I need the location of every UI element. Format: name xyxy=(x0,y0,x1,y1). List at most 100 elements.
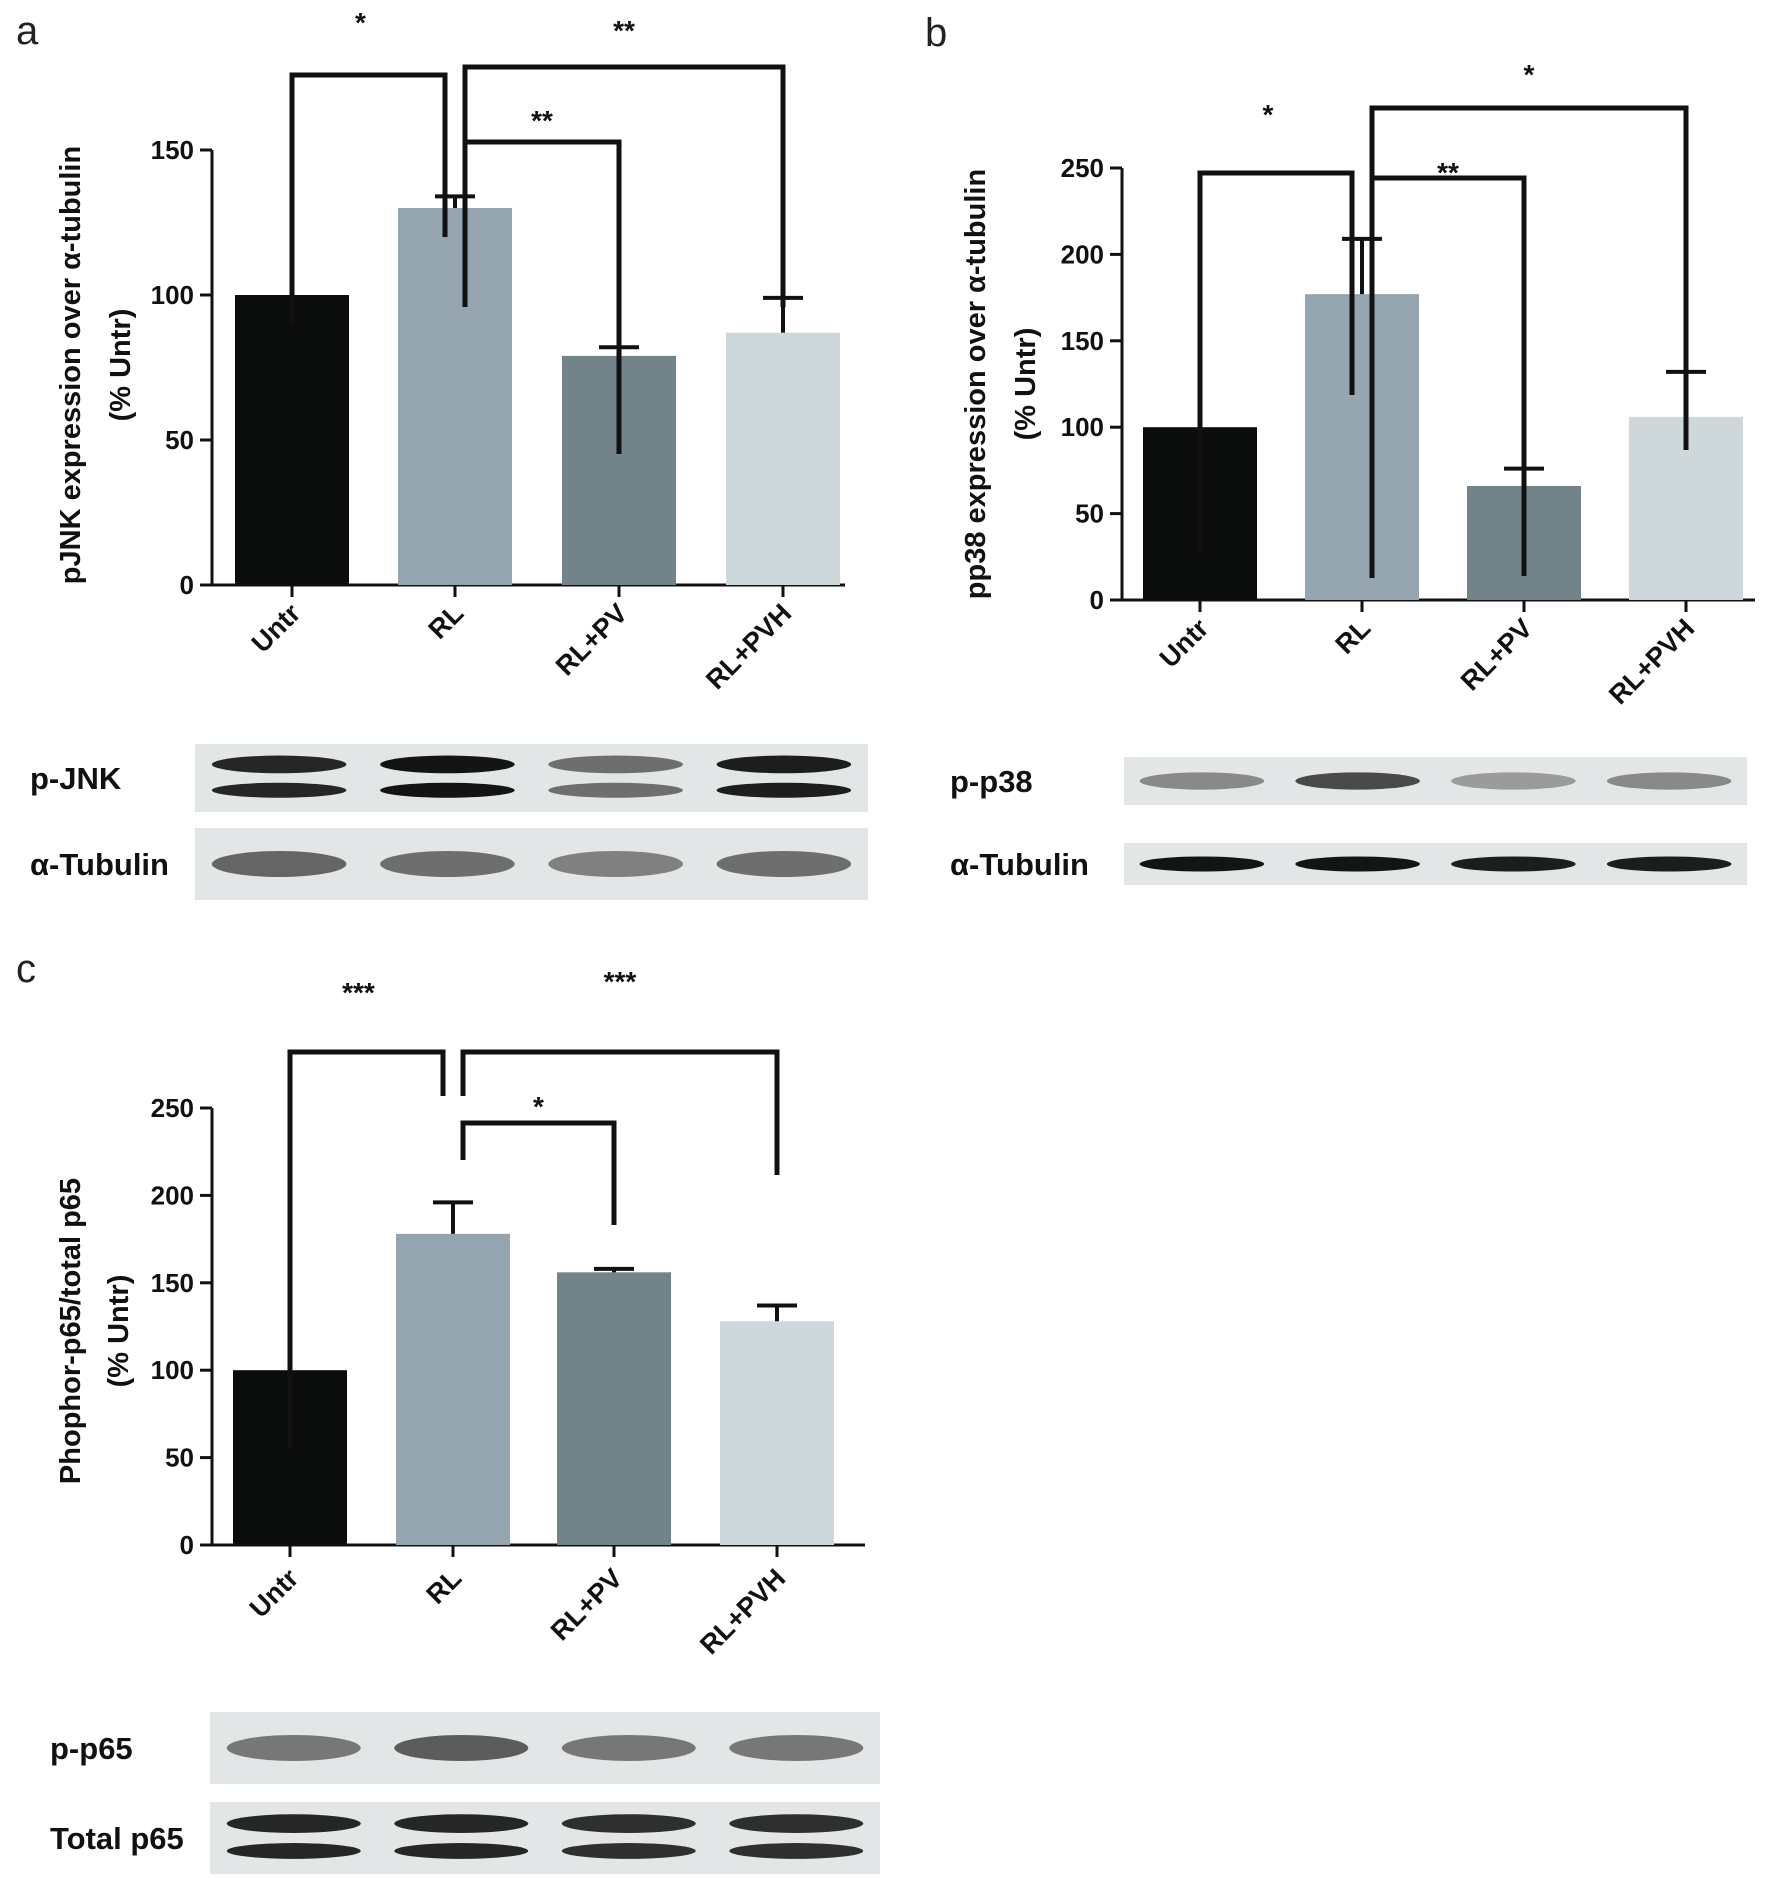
y-axis-label: (% Untr) xyxy=(1010,328,1042,441)
blot-label: p-JNK xyxy=(30,761,122,796)
blot-band xyxy=(394,1814,529,1833)
significance-label: *** xyxy=(604,966,637,997)
bar xyxy=(557,1272,671,1545)
panel-letter-a: a xyxy=(16,9,39,53)
blot-band xyxy=(548,782,683,798)
western-blot-strip xyxy=(1124,757,1747,805)
panel-c: c 0 50 100 150 200 250 Untr RL RL+PV RL+PVH Phopho… xyxy=(16,947,880,1874)
bar xyxy=(396,1233,510,1545)
blot-band xyxy=(394,1735,529,1761)
y-tick-label: 250 xyxy=(151,1093,194,1123)
blot-band xyxy=(380,755,515,774)
y-tick-label: 150 xyxy=(151,135,194,165)
y-axis-label: pp38 expression over α-tubulin xyxy=(960,169,992,599)
significance-bracket xyxy=(289,72,448,323)
blot-label: p-p65 xyxy=(50,1731,133,1766)
western-blot-strip xyxy=(1124,843,1747,885)
y-tick-label: 200 xyxy=(1061,239,1104,269)
blot-band xyxy=(716,755,852,774)
blot-band xyxy=(561,1735,696,1761)
blot-band xyxy=(729,1814,864,1833)
panel-b: b 0 50 100 150 200 250 Untr RL RL+PV RL+PVH pp38 e… xyxy=(925,11,1755,885)
significance-label: ** xyxy=(531,105,553,136)
blot-band xyxy=(211,755,347,774)
blot-band xyxy=(716,851,852,877)
blot-label: α-Tubulin xyxy=(950,847,1089,882)
y-tick-label: 250 xyxy=(1061,153,1104,183)
blot-band xyxy=(380,782,515,798)
category-label: RL+PVH xyxy=(700,598,797,695)
significance-bracket xyxy=(460,1120,617,1225)
panel-letter-c: c xyxy=(16,947,36,991)
western-blot-strip xyxy=(210,1712,880,1784)
western-blot-strip xyxy=(210,1802,880,1874)
blot-label: α-Tubulin xyxy=(30,847,169,882)
y-tick-label: 100 xyxy=(1061,412,1104,442)
blot-band xyxy=(226,1735,361,1761)
significance-bracket xyxy=(287,1049,446,1448)
significance-bracket xyxy=(1369,175,1527,578)
bar xyxy=(726,332,840,585)
significance-label: ** xyxy=(1437,157,1459,188)
blot-band xyxy=(1139,856,1265,872)
panel-a: a 0 50 100 150 Untr RL RL+PV RL+PVH pJNK express… xyxy=(16,7,868,900)
significance-bracket xyxy=(460,1049,780,1175)
blot-band xyxy=(729,1843,864,1859)
blot-band xyxy=(1451,772,1576,790)
blot-band xyxy=(561,1814,696,1833)
blot-band xyxy=(1451,856,1576,872)
blot-band xyxy=(1606,772,1732,790)
blot-band xyxy=(226,1843,361,1859)
blot-band xyxy=(226,1814,361,1833)
blot-label: Total p65 xyxy=(50,1821,184,1856)
category-label: Untr xyxy=(1154,613,1215,674)
bar xyxy=(720,1321,834,1545)
blot-band xyxy=(1295,772,1420,790)
y-tick-label: 200 xyxy=(151,1180,194,1210)
significance-bracket xyxy=(1197,170,1355,551)
significance-label: * xyxy=(1263,99,1274,130)
category-label: Untr xyxy=(244,1563,305,1624)
significance-label: ** xyxy=(613,15,635,46)
significance-label: *** xyxy=(342,977,375,1008)
blot-band xyxy=(716,782,852,798)
significance-bracket xyxy=(462,139,622,454)
blot-band xyxy=(1139,772,1265,790)
y-axis-label: (% Untr) xyxy=(105,309,137,422)
blot-label: p-p38 xyxy=(950,764,1033,799)
significance-label: * xyxy=(355,7,366,38)
y-axis-label: (% Untr) xyxy=(103,1275,135,1388)
blot-band xyxy=(1606,856,1732,872)
bar xyxy=(235,295,349,585)
category-label: RL+PV xyxy=(545,1563,628,1646)
blot-band xyxy=(1295,856,1420,872)
bar xyxy=(398,208,512,585)
significance-label: * xyxy=(1524,59,1535,90)
category-label: RL xyxy=(421,1563,468,1610)
y-tick-label: 0 xyxy=(180,570,194,600)
y-tick-label: 50 xyxy=(165,1443,194,1473)
y-tick-label: 150 xyxy=(151,1268,194,1298)
y-tick-label: 0 xyxy=(180,1530,194,1560)
western-blot-strip xyxy=(195,828,868,900)
blot-band xyxy=(548,851,683,877)
y-tick-label: 100 xyxy=(151,280,194,310)
blot-band xyxy=(380,851,515,877)
bar xyxy=(1305,294,1419,600)
blot-background xyxy=(210,1802,880,1874)
blot-band xyxy=(561,1843,696,1859)
blot-band xyxy=(729,1735,864,1761)
y-tick-label: 50 xyxy=(1075,499,1104,529)
category-label: RL xyxy=(423,598,470,645)
blot-band xyxy=(211,782,347,798)
category-label: RL xyxy=(1330,613,1377,660)
blot-band xyxy=(394,1843,529,1859)
category-label: RL+PV xyxy=(1455,613,1538,696)
category-label: RL+PVH xyxy=(1603,613,1700,710)
category-label: RL+PVH xyxy=(694,1563,791,1660)
panel-letter-b: b xyxy=(925,11,947,55)
category-label: Untr xyxy=(246,598,307,659)
category-label: RL+PV xyxy=(550,598,633,681)
y-tick-label: 50 xyxy=(165,425,194,455)
